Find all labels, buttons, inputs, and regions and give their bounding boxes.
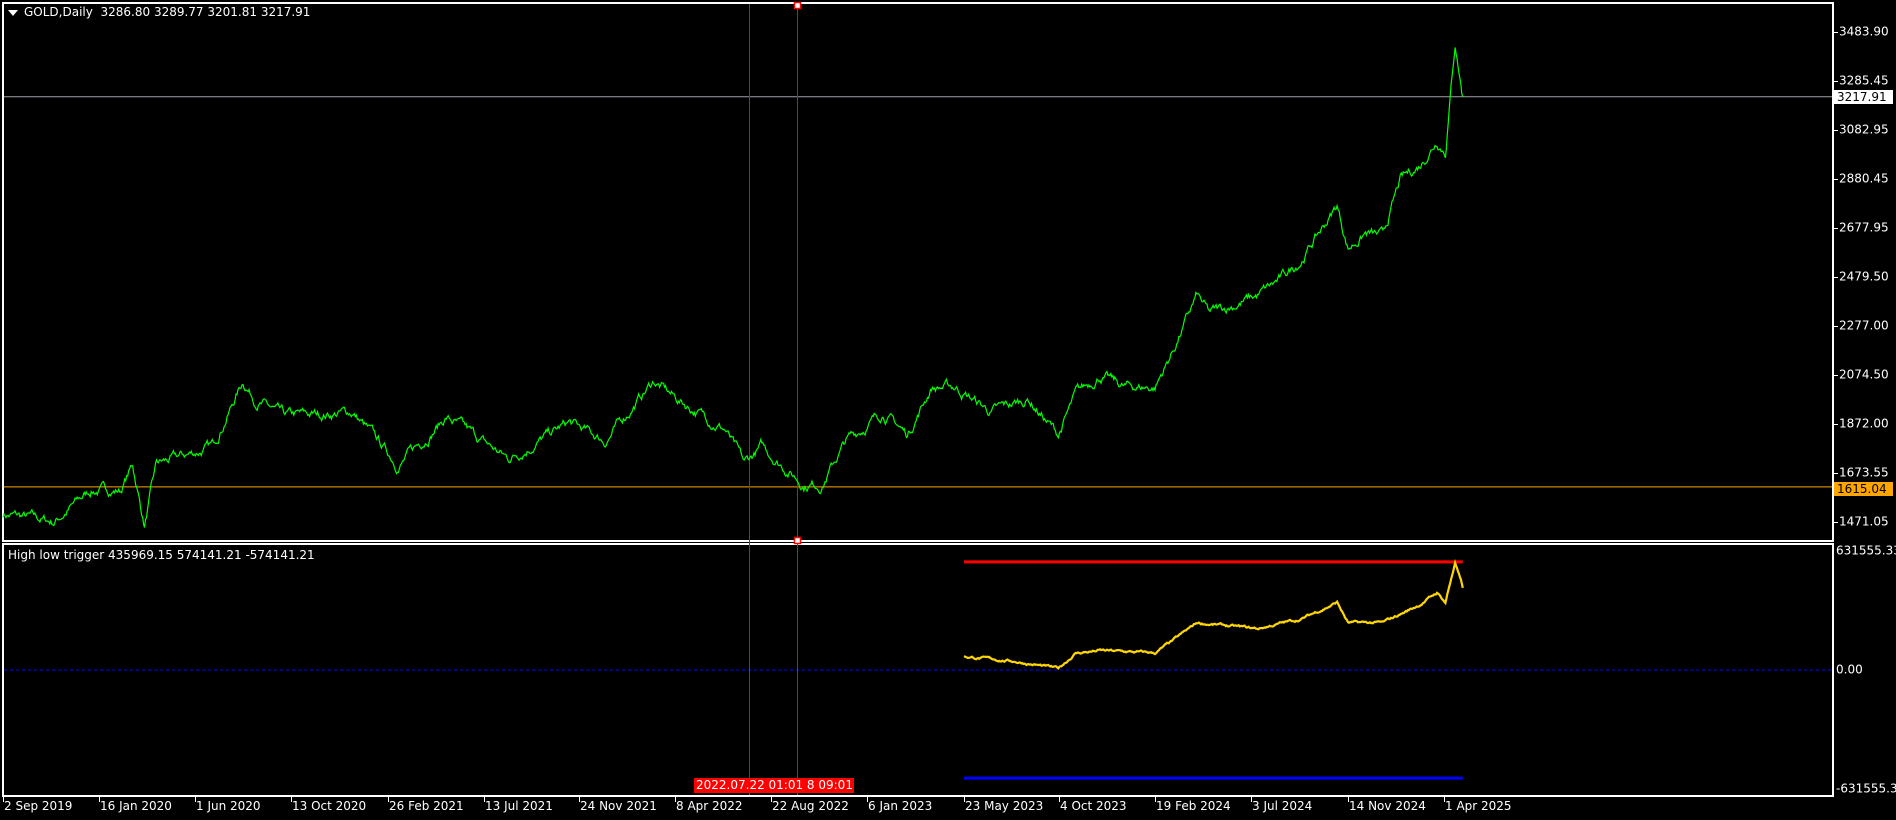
indicator-label: High low trigger 435969.15 574141.21 -57… [8,548,315,562]
time-tick [579,797,580,802]
vline-handle[interactable] [793,536,802,545]
price-tick-label: 2074.50 [1839,367,1889,382]
price-tick [1834,375,1838,376]
time-tick-label: 13 Jul 2021 [485,799,553,813]
time-tick [99,797,100,802]
hline-price-tag: 1615.04 [1834,482,1893,496]
indicator-panel[interactable] [2,543,1834,797]
time-tick-label: 2 Sep 2019 [4,799,73,813]
time-tick-label: 24 Nov 2021 [580,799,657,813]
price-tick-label: 3285.45 [1839,73,1889,88]
time-tick-label: 14 Nov 2024 [1349,799,1426,813]
current-price-tag: 3217.91 [1834,90,1893,104]
symbol-label: GOLD,Daily [24,5,93,19]
price-tick [1834,326,1838,327]
time-tick [1348,797,1349,802]
time-tick [1155,797,1156,802]
indicator-tick-label: 0.00 [1836,662,1863,677]
time-tick-label: 1 Apr 2025 [1445,799,1512,813]
time-tick-label: 22 Aug 2022 [772,799,849,813]
time-tick [3,797,4,802]
time-tick-label: 6 Jan 2023 [868,799,933,813]
price-tick [1834,179,1838,180]
time-tick [867,797,868,802]
ohlc-values: 3286.80 3289.77 3201.81 3217.91 [100,5,311,19]
price-tick [1834,424,1838,425]
indicator-tick-label: -631555.33 [1836,781,1896,796]
price-tick [1834,522,1838,523]
time-tick [771,797,772,802]
vline-time-tag: 2022.07.22 01:01 8 09:01 [694,778,854,793]
time-tick [484,797,485,802]
time-tick [675,797,676,802]
time-tick-label: 19 Feb 2024 [1156,799,1231,813]
chart-title: GOLD,Daily 3286.80 3289.77 3201.81 3217.… [8,5,310,19]
price-tick [1834,130,1838,131]
price-tick [1834,277,1838,278]
time-tick [388,797,389,802]
time-tick-label: 1 Jun 2020 [196,799,261,813]
price-tick-label: 2677.95 [1839,220,1889,235]
price-tick-label: 2277.00 [1839,318,1889,333]
price-tick [1834,81,1838,82]
price-tick-label: 3082.95 [1839,122,1889,137]
time-tick [964,797,965,802]
time-tick [1444,797,1445,802]
time-tick [1059,797,1060,802]
indicator-line [963,558,1464,671]
price-tick-label: 1872.00 [1839,416,1889,431]
time-tick [291,797,292,802]
time-tick-label: 3 Jul 2024 [1252,799,1313,813]
price-tick-label: 2479.50 [1839,269,1889,284]
time-tick-label: 16 Jan 2020 [100,799,172,813]
time-tick-label: 8 Apr 2022 [676,799,743,813]
price-tick [1834,228,1838,229]
price-line [2,47,1464,528]
main-chart-panel[interactable] [2,2,1834,542]
dropdown-triangle-icon[interactable] [8,9,18,16]
price-tick [1834,32,1838,33]
price-tick-label: 2880.45 [1839,171,1889,186]
price-tick-label: 1471.05 [1839,514,1889,529]
price-tick [1834,473,1838,474]
time-tick-label: 23 May 2023 [965,799,1044,813]
time-tick-label: 13 Oct 2020 [292,799,367,813]
time-tick-label: 4 Oct 2023 [1060,799,1127,813]
price-tick-label: 1673.55 [1839,465,1889,480]
vline-handle[interactable] [793,1,802,10]
time-tick [195,797,196,802]
time-tick-label: 26 Feb 2021 [389,799,464,813]
price-tick-label: 3483.90 [1839,24,1889,39]
time-tick [1251,797,1252,802]
indicator-tick-label: 631555.33 [1836,543,1896,558]
